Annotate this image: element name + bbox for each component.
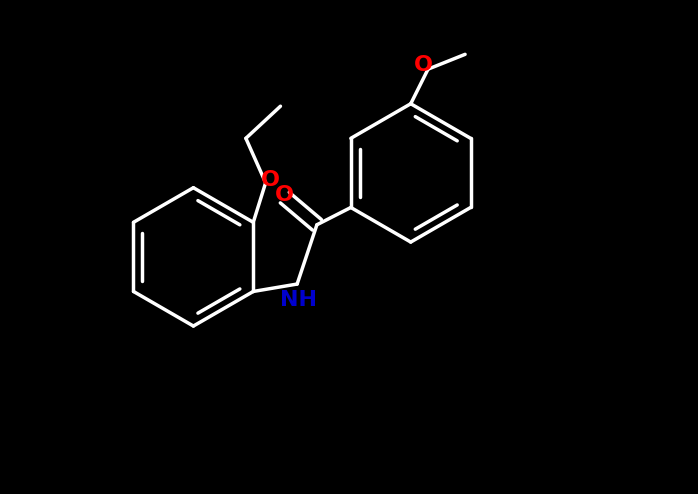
Text: O: O	[275, 185, 295, 205]
Text: NH: NH	[280, 290, 317, 310]
Text: O: O	[261, 170, 280, 190]
Text: O: O	[414, 55, 433, 75]
